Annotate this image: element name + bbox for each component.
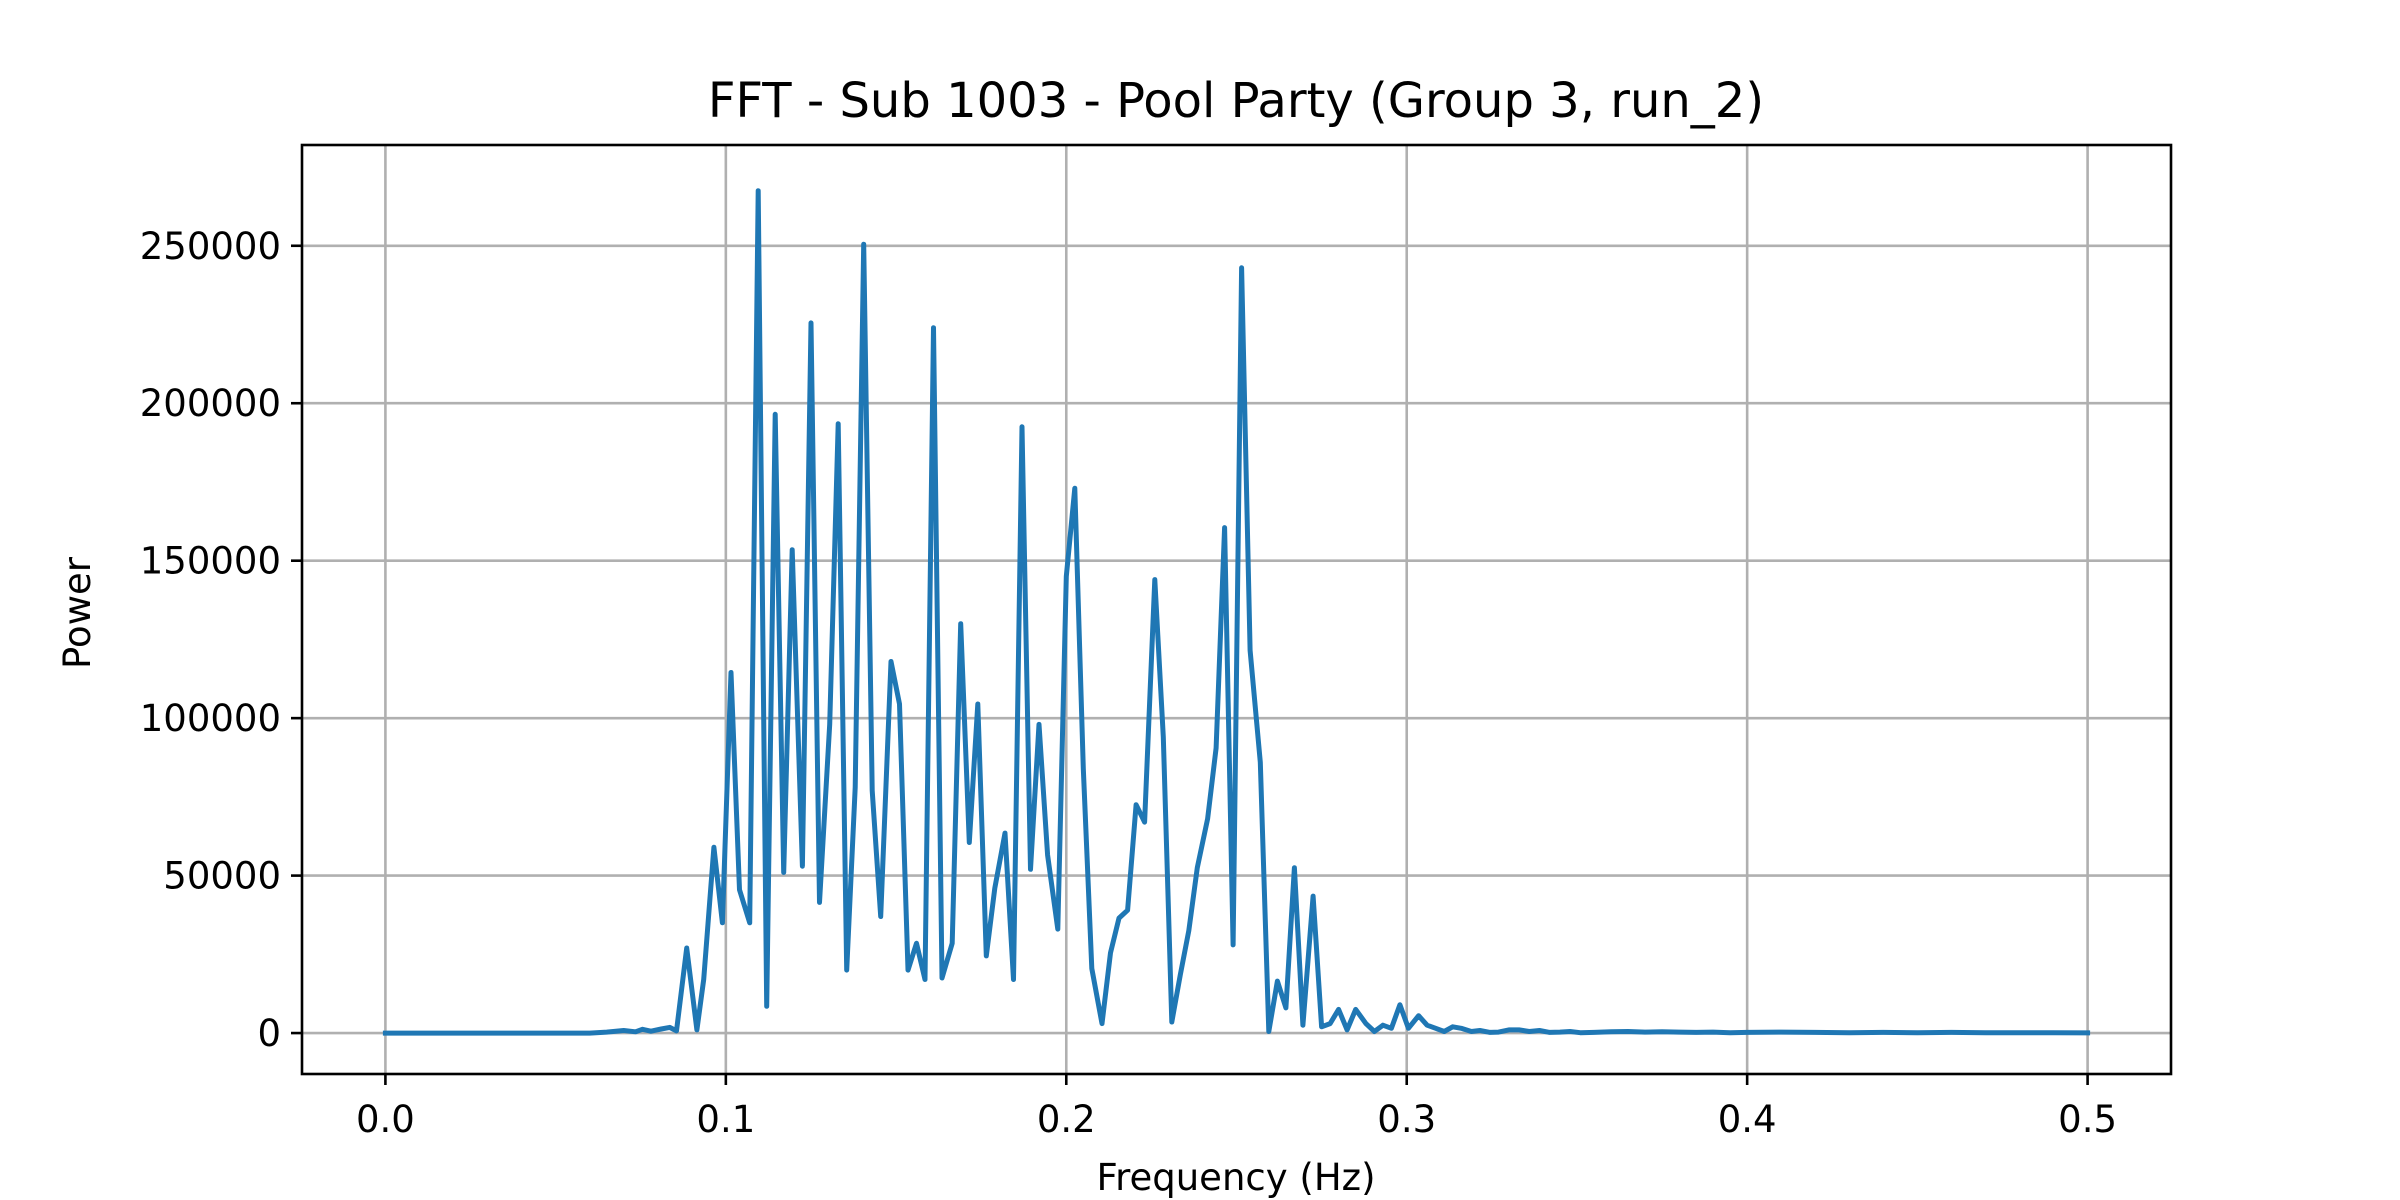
y-tick-label: 100000	[140, 697, 281, 740]
x-tick-label: 0.5	[2058, 1098, 2117, 1141]
x-tick-label: 0.0	[356, 1098, 415, 1141]
y-tick-label: 200000	[140, 382, 281, 425]
series-layer	[382, 188, 2091, 1036]
y-axis-label: Power	[56, 556, 99, 669]
x-tick-label: 0.1	[696, 1098, 755, 1141]
x-tick-label: 0.3	[1377, 1098, 1436, 1141]
y-tick-label: 150000	[140, 540, 281, 583]
x-tick-label: 0.2	[1037, 1098, 1096, 1141]
y-tick-label: 0	[257, 1012, 281, 1055]
power-spectrum-line	[382, 188, 2091, 1036]
chart-title: FFT - Sub 1003 - Pool Party (Group 3, ru…	[708, 73, 1764, 129]
x-tick-label: 0.4	[1718, 1098, 1777, 1141]
y-tick-label: 250000	[140, 225, 281, 268]
plot-frame	[300, 143, 2173, 1076]
y-tick-label: 50000	[163, 855, 281, 898]
x-axis-label: Frequency (Hz)	[1096, 1156, 1375, 1199]
tick-layer: 0.0 0.1 0.2 0.3 0.4 0.5 0 50000 100000 150000 2000…	[140, 225, 2117, 1141]
